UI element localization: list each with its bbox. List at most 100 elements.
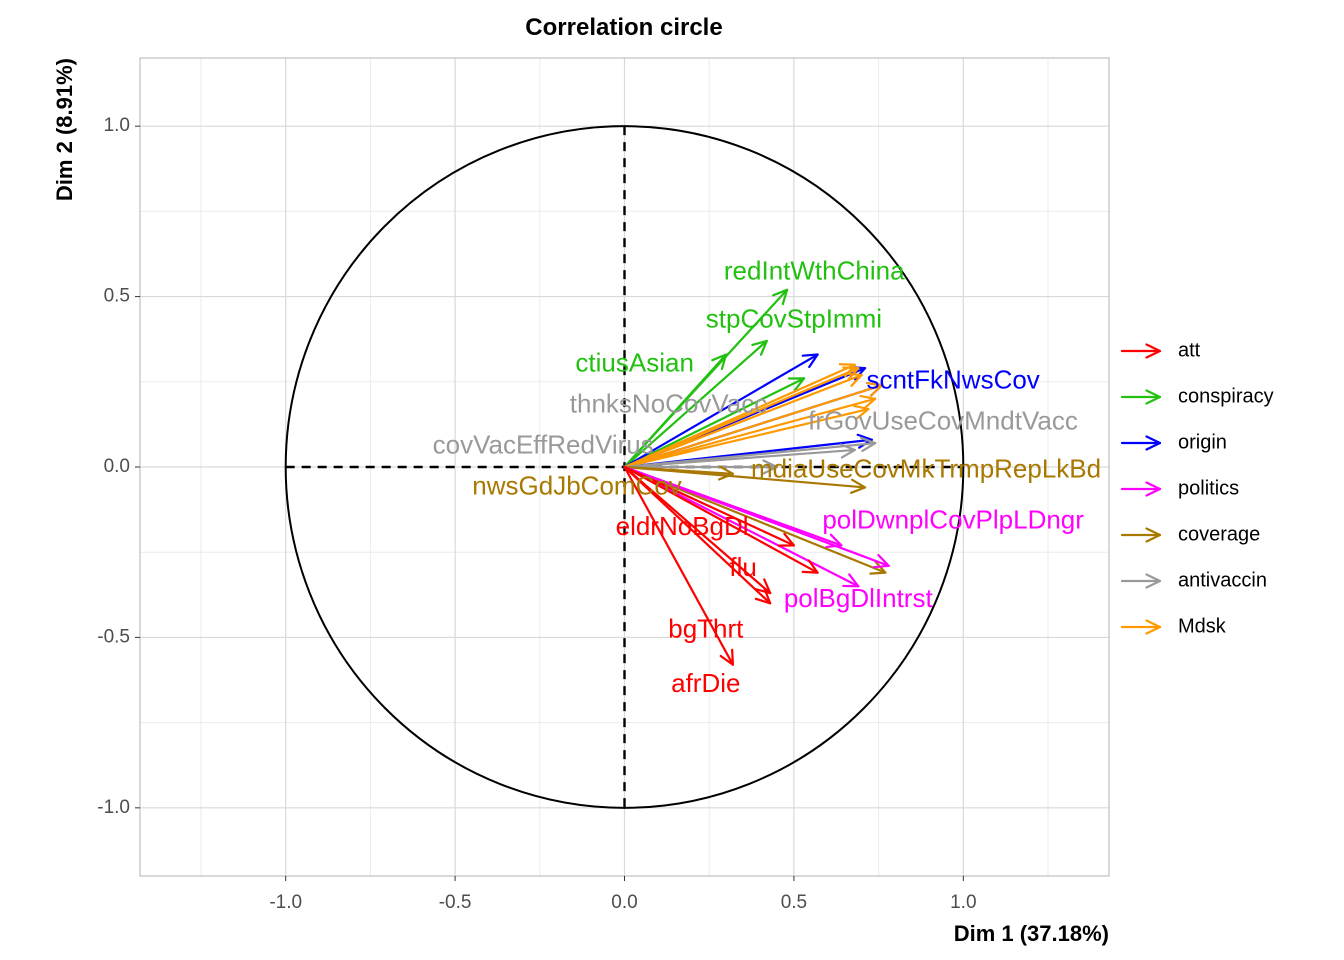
arrow-att — [623, 465, 772, 605]
variable-label: redIntWthChina — [724, 256, 905, 286]
arrow-head — [801, 353, 819, 369]
arrow-shaft — [623, 465, 735, 475]
legend-item-conspiracy: conspiracy — [1120, 385, 1274, 407]
legend: att conspiracy origin politics coverage antiv… — [1120, 339, 1274, 637]
arrow-head — [872, 553, 890, 569]
variable-label: covVacEffRedVirus — [433, 429, 654, 459]
arrow-head — [852, 404, 870, 420]
y-axis-label: Dim 2 (8.91%) — [52, 58, 77, 201]
arrow-politics — [623, 465, 843, 549]
arrow-shaft — [623, 465, 796, 547]
arrow-head — [866, 381, 884, 397]
arrow-shaft — [623, 384, 884, 469]
x-axis-ticks: -1.0 -0.5 0.0 0.5 1.0 — [269, 876, 977, 913]
arrow-head — [839, 443, 856, 459]
arrow-head — [1145, 435, 1162, 451]
arrow-shaft — [623, 465, 819, 574]
y-axis-ticks: -1.0 -0.5 0.0 0.5 1.0 — [97, 115, 140, 818]
arrow-shaft — [623, 465, 860, 588]
legend-item-politics: politics — [1120, 477, 1239, 499]
variable-labels: redIntWthChina stpCovStpImmi ctiusAsian scn… — [433, 256, 1101, 698]
arrow-head — [754, 578, 772, 595]
variable-label: ctiusAsian — [575, 348, 694, 378]
arrow-head — [711, 353, 728, 371]
arrow-head — [849, 478, 867, 494]
variable-label: bgThrt — [668, 613, 744, 643]
arrow-conspiracy — [623, 339, 768, 469]
variable-label: thnksNoCovVacc — [570, 389, 768, 419]
arrow-shaft — [623, 465, 735, 666]
arrow-shaft — [623, 448, 856, 469]
arrow-head — [859, 394, 877, 410]
legend-item-coverage: coverage — [1120, 523, 1260, 545]
legend-key-arrow — [1120, 527, 1162, 543]
arrow-head — [787, 377, 806, 392]
legend-key-arrow — [1120, 343, 1162, 359]
variable-label: eldrNoBgDl — [616, 511, 749, 541]
x-axis-label: Dim 1 (37.18%) — [954, 921, 1109, 946]
arrow-Mdsk — [623, 404, 870, 469]
arrow-shaft — [623, 465, 772, 595]
legend-key-arrow — [1120, 619, 1162, 635]
y-tick-label: 0.5 — [104, 286, 130, 307]
arrow-shaft — [623, 377, 806, 469]
arrow-head — [754, 588, 772, 605]
legend-item-att: att — [1120, 339, 1201, 361]
legend-item-Mdsk: Mdsk — [1120, 615, 1227, 637]
arrow-head — [772, 288, 789, 306]
x-tick-label: -1.0 — [269, 892, 302, 913]
arrow-shaft — [623, 367, 860, 469]
legend-label: att — [1178, 339, 1201, 361]
arrow-coverage — [623, 465, 735, 481]
x-tick-label: 0.0 — [611, 892, 637, 913]
arrow-antivaccin — [623, 443, 856, 469]
variable-label: mdiaUseCovMkTrmpRepLkBd — [751, 453, 1101, 483]
arrow-coverage — [623, 465, 887, 575]
y-tick-label: 0.0 — [104, 456, 130, 477]
arrow-shaft — [623, 339, 768, 469]
arrow-head — [1145, 619, 1162, 635]
arrow-Mdsk — [623, 381, 884, 469]
legend-item-antivaccin: antivaccin — [1120, 569, 1267, 591]
legend-label: antivaccin — [1178, 569, 1267, 591]
arrow-shaft — [623, 465, 772, 605]
arrow-head — [1145, 481, 1162, 497]
legend-item-origin: origin — [1120, 431, 1227, 453]
arrow-shaft — [623, 373, 863, 469]
variable-label: frGovUseCovMndtVacc — [808, 406, 1078, 436]
x-tick-label: 1.0 — [950, 892, 976, 913]
arrow-Mdsk — [623, 372, 863, 469]
arrow-head — [825, 533, 843, 549]
legend-label: Mdsk — [1178, 615, 1227, 637]
arrow-conspiracy — [623, 377, 806, 469]
arrow-head — [860, 436, 877, 453]
arrow-att — [623, 465, 735, 666]
arrow-shaft — [623, 397, 877, 469]
variable-label: nwsGdJbComCov — [472, 470, 682, 500]
arrow-antivaccin — [623, 459, 779, 475]
legend-label: conspiracy — [1178, 385, 1274, 407]
legend-key-arrow — [1120, 481, 1162, 497]
arrow-head — [1145, 343, 1162, 359]
legend-key-arrow — [1120, 435, 1162, 451]
legend-key-arrow — [1120, 573, 1162, 589]
arrow-shaft — [623, 353, 819, 469]
legend-key-arrow — [1120, 389, 1162, 405]
legend-label: coverage — [1178, 523, 1260, 545]
variable-label: polDwnplCovPlpLDngr — [822, 504, 1084, 534]
x-tick-label: 0.5 — [781, 892, 807, 913]
arrow-att — [623, 465, 796, 547]
arrow-head — [842, 366, 860, 381]
arrow-head — [719, 648, 735, 666]
arrow-politics — [623, 465, 860, 588]
arrow-shaft — [623, 465, 887, 574]
variable-label: stpCovStpImmi — [706, 303, 882, 333]
variable-label: polBgDlIntrst — [784, 583, 934, 613]
arrow-head — [762, 459, 779, 475]
arrow-head — [1145, 527, 1162, 543]
arrow-head — [717, 465, 735, 481]
arrow-Mdsk — [623, 366, 860, 469]
arrow-origin — [623, 353, 819, 469]
arrow-head — [1145, 573, 1162, 589]
